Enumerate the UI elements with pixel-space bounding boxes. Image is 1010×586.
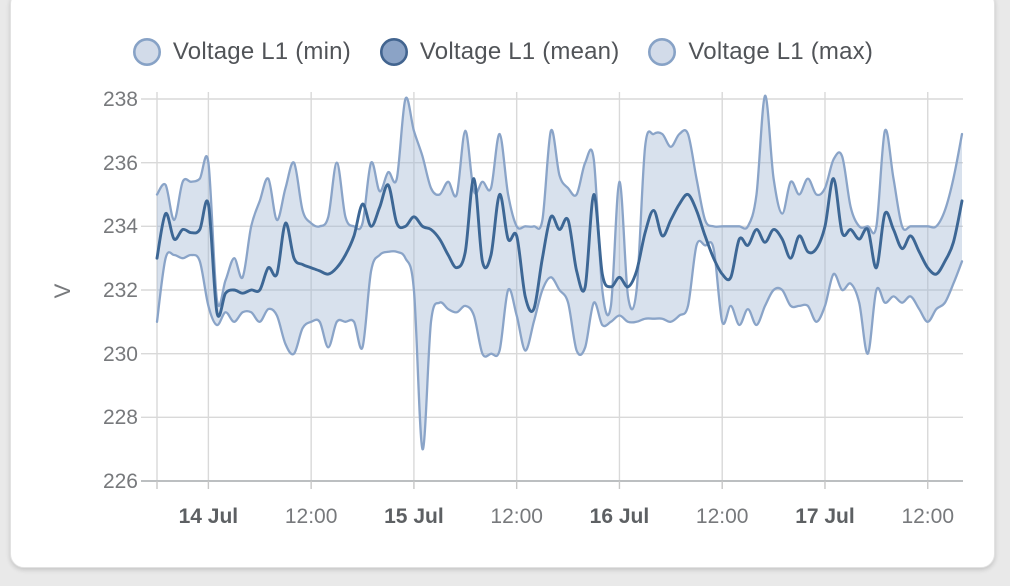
x-tick-label: 17 Jul (795, 505, 855, 528)
legend-item-voltage-max[interactable]: Voltage L1 (max) (647, 37, 873, 67)
y-tick-label: 236 (102, 151, 138, 175)
x-tick-label: 12:00 (901, 505, 955, 528)
y-tick-label: 226 (102, 470, 138, 493)
circle-icon (379, 38, 408, 66)
x-tick-label: 15 Jul (384, 505, 444, 528)
circle-icon (132, 38, 161, 66)
x-tick-label: 12:00 (695, 505, 749, 528)
legend-label: Voltage L1 (mean) (419, 38, 620, 65)
x-tick-label: 16 Jul (589, 505, 650, 528)
x-tick-label: 12:00 (490, 505, 543, 528)
y-tick-label: 232 (102, 279, 138, 302)
chart-legend: Voltage L1 (min) Voltage L1 (mean) Volta… (10, 34, 995, 70)
legend-item-voltage-mean[interactable]: Voltage L1 (mean) (379, 37, 620, 67)
y-tick-label: 238 (102, 88, 138, 111)
legend-label: Voltage L1 (max) (688, 38, 874, 65)
y-tick-label: 230 (102, 342, 138, 366)
circle-icon (648, 38, 677, 66)
y-tick-label: 228 (102, 406, 138, 430)
x-tick-label: 12:00 (284, 505, 338, 528)
legend-item-voltage-min[interactable]: Voltage L1 (min) (132, 37, 351, 67)
x-tick-label: 14 Jul (178, 505, 239, 528)
legend-label: Voltage L1 (min) (172, 38, 351, 65)
y-tick-label: 234 (102, 215, 138, 239)
